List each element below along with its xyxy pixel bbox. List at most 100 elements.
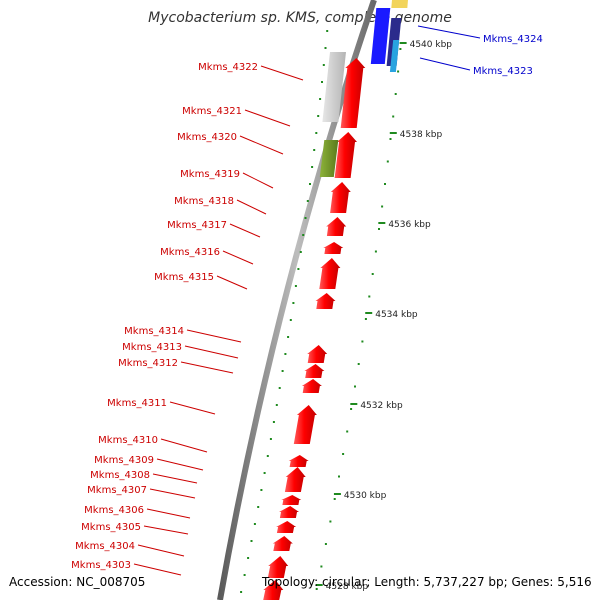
gene-label: Mkms_4304: [75, 541, 135, 552]
kbp-scale: 4540 kbp 4538 kbp 4536 kbp 4534 kbp 4532 kbp…: [315, 40, 453, 592]
reverse-gene-track: [370, 0, 408, 72]
inner-tick-dot: [309, 183, 311, 185]
kbp-label: 4530 kbp: [344, 491, 387, 501]
gene-label: Mkms_4308: [90, 470, 150, 481]
inner-tick-dot: [269, 438, 272, 440]
inner-tick-dot: [253, 523, 256, 525]
inner-tick-dot: [294, 285, 297, 287]
gene-label: Mkms_4315: [154, 272, 214, 283]
forward-gene-track: [263, 52, 366, 600]
gene-arrow: [281, 495, 302, 505]
gene-label: Mkms_4310: [98, 435, 158, 446]
kbp-label: 4536 kbp: [388, 220, 431, 230]
inner-tick-dot: [311, 166, 314, 168]
inner-tick-dot: [260, 489, 263, 491]
label-leader-line: [133, 563, 182, 576]
inner-tick-dot: [287, 336, 290, 338]
outer-tick-dot: [346, 430, 349, 433]
gene-arrow: [323, 242, 344, 254]
inner-tick-dot: [324, 47, 327, 49]
inner-tick-dot: [247, 557, 250, 559]
label-leader-line: [216, 275, 248, 290]
label-leader-line: [180, 361, 234, 374]
label-leader-line: [229, 223, 261, 238]
gene-label: Mkms_4322: [198, 62, 258, 73]
gene-label: Mkms_4323: [473, 66, 533, 77]
inner-tick-dot: [250, 540, 253, 542]
gene-label: Mkms_4314: [124, 326, 184, 337]
gene-arrow: [279, 506, 299, 518]
inner-tick-dot: [289, 319, 292, 321]
gene-arrow: [319, 258, 341, 289]
label-leader-line: [146, 508, 191, 519]
label-leader-line: [260, 65, 304, 81]
outer-tick-dot: [324, 543, 327, 545]
gene-arrow: [330, 182, 351, 213]
outer-tick-dot: [392, 115, 395, 118]
inner-tick-dot: [263, 472, 266, 474]
label-leader-line: [419, 57, 471, 71]
outer-tick-dot: [386, 160, 389, 163]
outer-tick-dot: [354, 385, 356, 388]
outer-tick-dot: [399, 48, 402, 50]
inner-tick-dot: [257, 506, 260, 508]
gene-arrow: [334, 132, 357, 178]
gene-label: Mkms_4320: [177, 132, 237, 143]
inner-tick-dot: [243, 574, 246, 576]
outer-tick-dot: [329, 520, 332, 523]
outer-tick-dot: [320, 565, 323, 568]
outer-tick-dot: [378, 228, 380, 230]
label-leader-line: [152, 473, 198, 484]
label-leader-line: [169, 401, 216, 415]
outer-tick-dot: [397, 70, 400, 73]
gene-arrow: [267, 556, 289, 578]
inner-tick-dots: [240, 30, 329, 593]
inner-tick-dot: [304, 217, 307, 219]
label-leader-line: [184, 345, 239, 359]
genome-summary-text: Topology: circular; Length: 5,737,227 bp…: [262, 575, 592, 589]
label-leader-line: [143, 525, 189, 535]
gene-arrow: [304, 364, 325, 378]
gene-label: Mkms_4317: [167, 220, 227, 231]
gene-arrow: [263, 580, 284, 600]
inner-tick-dot: [302, 234, 305, 236]
label-leader-line: [149, 488, 196, 499]
label-leader-line: [242, 172, 274, 189]
label-leader-line: [236, 199, 267, 215]
gene-label: Mkms_4319: [180, 169, 240, 180]
inner-tick-dot: [299, 251, 302, 253]
olive-gene-block: [319, 140, 339, 177]
inner-tick-dot: [240, 591, 243, 593]
gene-arrow: [272, 536, 293, 551]
outer-tick-dot: [338, 475, 340, 478]
outer-tick-dot: [333, 498, 336, 500]
gene-labels: Mkms_4322 Mkms_4321 Mkms_4320 Mkms_4319 Mkms…: [71, 34, 543, 571]
gene-label: Mkms_4318: [174, 196, 234, 207]
outer-tick-dot: [371, 273, 374, 275]
label-leader-line: [239, 135, 284, 155]
gene-arrow: [276, 521, 297, 533]
gene-arrow: [301, 379, 322, 393]
inner-tick-dot: [281, 370, 284, 372]
inner-tick-dot: [317, 115, 320, 117]
inner-tick-dot: [292, 302, 295, 304]
gene-label: Mkms_4309: [94, 455, 154, 466]
outer-tick-dot: [342, 453, 345, 455]
inner-tick-dot: [275, 404, 278, 406]
kbp-label: 4540 kbp: [410, 40, 453, 50]
gray-gene-block: [322, 52, 346, 122]
gene-label: Mkms_4307: [87, 485, 147, 496]
outer-tick-dot: [357, 363, 360, 365]
inner-tick-dot: [322, 64, 325, 66]
inner-tick-dot: [278, 387, 281, 389]
gene-label: Mkms_4306: [84, 505, 144, 516]
outer-tick-dot: [350, 408, 353, 410]
inner-tick-dot: [306, 200, 309, 202]
label-leader-line: [156, 458, 204, 471]
label-leader-line: [137, 544, 185, 557]
yellow-gene-block: [391, 0, 408, 8]
kbp-label: 4534 kbp: [375, 310, 418, 320]
gene-arrow: [315, 293, 336, 309]
inner-tick-dot: [315, 132, 318, 134]
gene-label: Mkms_4305: [81, 522, 141, 533]
